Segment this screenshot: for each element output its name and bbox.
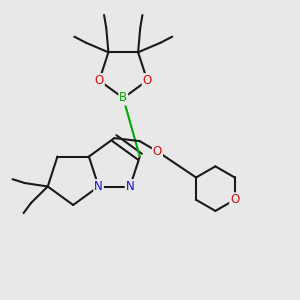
Text: N: N [94, 180, 103, 193]
Text: O: O [143, 74, 152, 87]
Text: O: O [94, 74, 104, 87]
Text: O: O [153, 145, 162, 158]
Text: B: B [119, 92, 127, 104]
Text: O: O [230, 193, 239, 206]
Text: N: N [126, 180, 134, 193]
